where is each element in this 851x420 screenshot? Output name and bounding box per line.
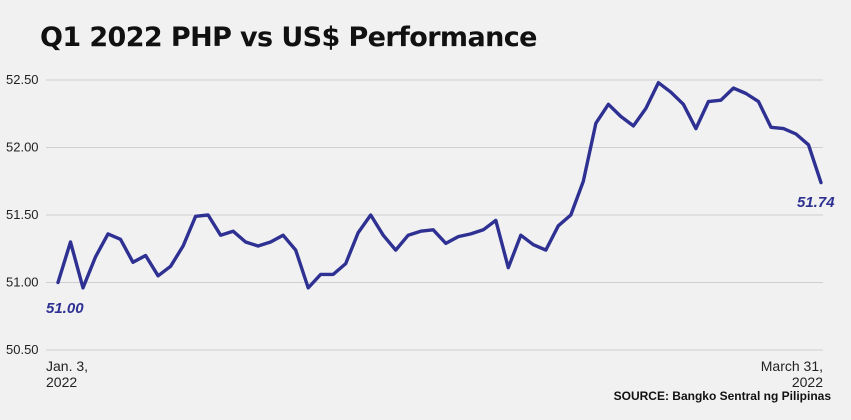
end-value-label: 51.74 bbox=[797, 194, 835, 211]
x-tick-start: Jan. 3, bbox=[46, 358, 88, 374]
y-tick-label: 50.50 bbox=[6, 342, 39, 357]
x-tick-end: 2022 bbox=[792, 374, 823, 390]
grid-lines bbox=[46, 79, 823, 351]
source-text: SOURCE: Bangko Sentral ng Pilipinas bbox=[613, 389, 831, 403]
php-usd-line bbox=[56, 81, 823, 290]
y-tick-label: 52.00 bbox=[6, 140, 39, 155]
source-note: SOURCE: Bangko Sentral ng Pilipinas bbox=[614, 389, 831, 403]
y-tick-label: 51.50 bbox=[6, 207, 39, 222]
y-tick-label: 52.50 bbox=[6, 72, 39, 87]
x-tick-start: 2022 bbox=[46, 374, 77, 390]
y-tick-label: 51.00 bbox=[6, 275, 39, 290]
x-tick-end: March 31, bbox=[761, 358, 823, 374]
start-value-label: 51.00 bbox=[46, 300, 84, 317]
y-axis-ticks: 52.50 52.00 51.50 51.00 50.50 bbox=[6, 72, 39, 357]
chart-title: Q1 2022 PHP vs US$ Performance bbox=[40, 22, 537, 53]
